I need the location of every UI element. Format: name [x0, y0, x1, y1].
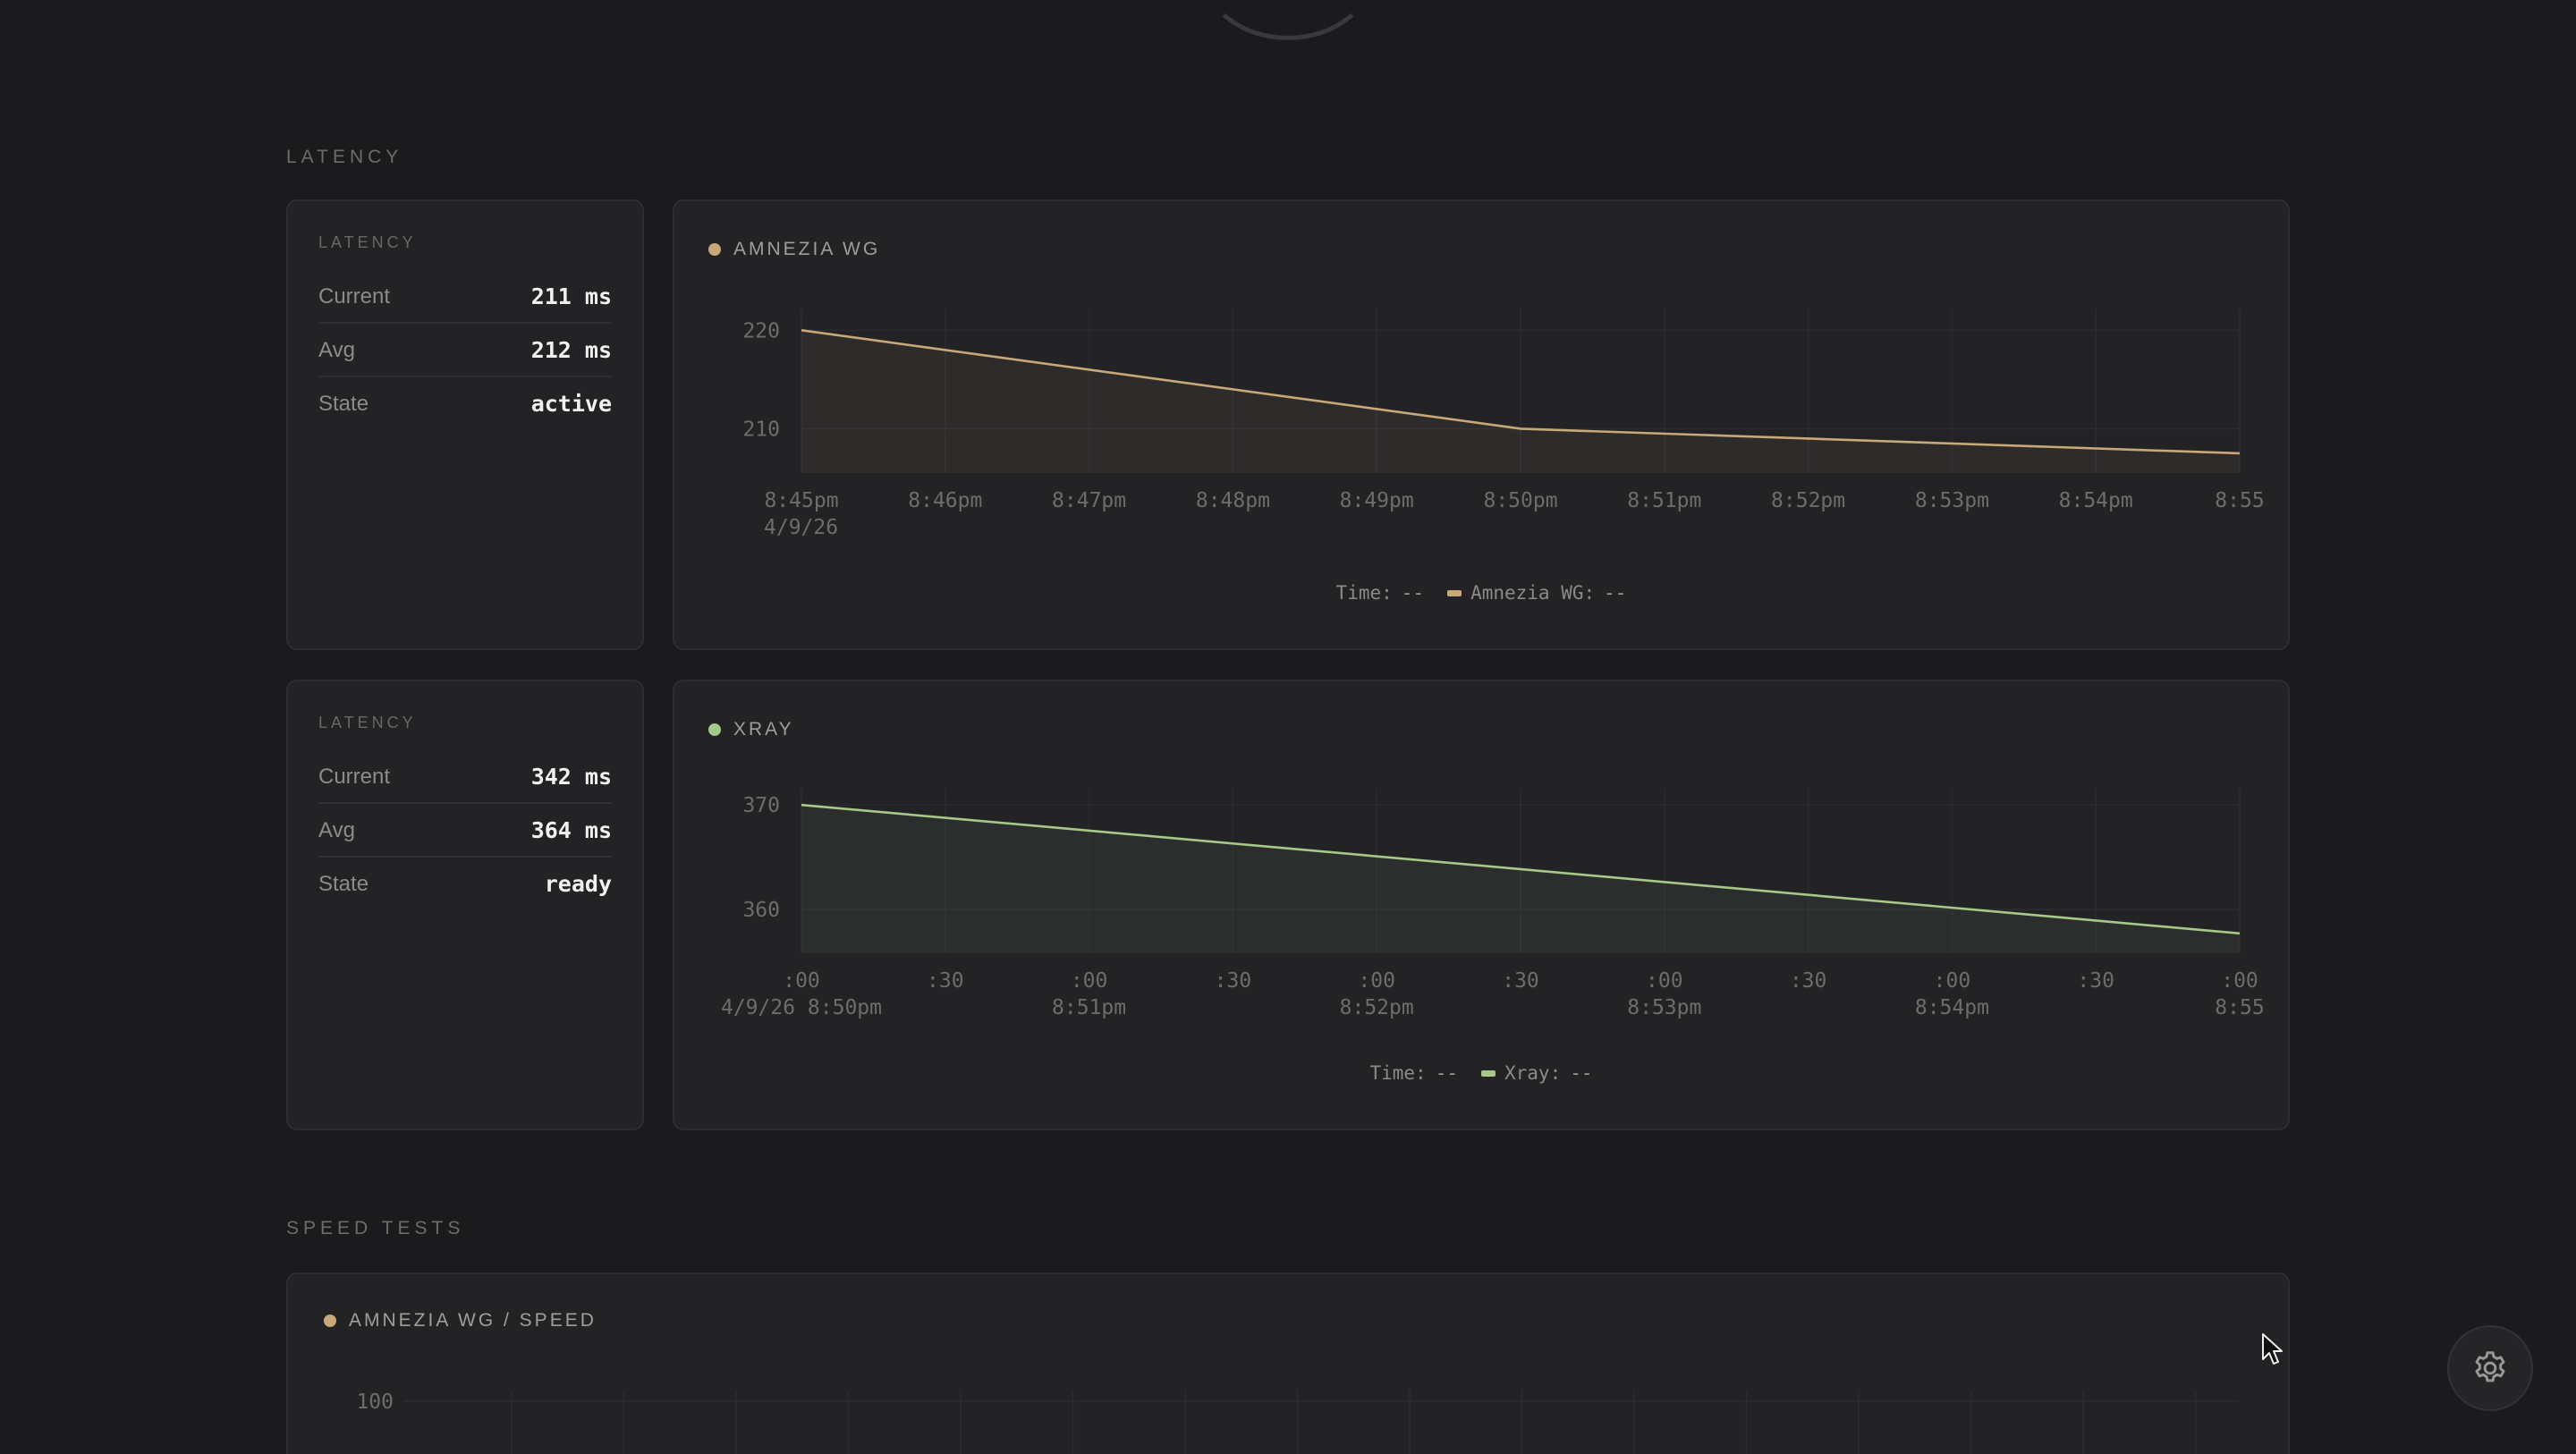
stat-row-current: Current 342 ms [318, 751, 612, 804]
x-tick-sublabel: 8:52pm [1340, 996, 1414, 1019]
x-tick-label: :30 [1790, 969, 1827, 993]
x-tick-label: :00 [1646, 969, 1683, 993]
x-tick-label: 8:50pm [1483, 489, 1557, 512]
stat-row-avg: Avg 364 ms [318, 805, 612, 858]
y-tick-label: 360 [742, 899, 780, 922]
x-tick-label: 8:49pm [1340, 489, 1414, 512]
series-dot-icon [708, 723, 721, 736]
x-tick-label: 8:54pm [2059, 489, 2133, 512]
stat-key: State [318, 391, 369, 416]
legend-time: Time: -- [1336, 582, 1425, 604]
speed-chart-card-amnezia: AMNEZIA WG / SPEED 100 [286, 1272, 2290, 1454]
x-tick-sublabel: 4/9/26 8:50pm [721, 996, 882, 1019]
x-tick-label: :00 [1934, 969, 1971, 993]
legend-series-value: -- [1604, 582, 1627, 604]
series-line [801, 803, 2241, 935]
stat-value: ready [544, 871, 612, 897]
x-tick-sublabel: 8:54pm [1915, 996, 1989, 1019]
latency-stats-card-xray: LATENCY Current 342 ms Avg 364 ms State … [286, 680, 644, 1130]
stat-value: 212 ms [530, 337, 612, 363]
legend-series-label: Xray: [1504, 1062, 1562, 1084]
stat-row-current: Current 211 ms [318, 271, 612, 324]
x-tick-label: 8:53pm [1915, 489, 1989, 512]
x-tick-sublabel: 8:53pm [1627, 996, 1701, 1019]
x-tick-label: :00 [1358, 969, 1395, 993]
cursor-icon [2262, 1333, 2283, 1365]
stat-row-avg: Avg 212 ms [318, 325, 612, 377]
speed-tests-section-label: SPEED TESTS [286, 1218, 465, 1238]
latency-stats-card-amnezia: LATENCY Current 211 ms Avg 212 ms State … [286, 199, 644, 650]
stats-title: LATENCY [318, 233, 417, 251]
legend-time-label: Time: [1335, 582, 1393, 604]
latency-section-label: LATENCY [286, 147, 403, 167]
x-tick-label: :30 [1215, 969, 1252, 993]
legend-time-label: Time: [1369, 1062, 1427, 1084]
latency-chart-amnezia[interactable]: 220 210 8:45pm 4/9/26 8:46pm 8:47pm 8:48pm 8:49… [674, 201, 2292, 652]
x-tick-sublabel: 8:55 [2215, 996, 2264, 1019]
x-tick-sublabel: 4/9/26 [764, 516, 838, 539]
legend-series-label: Amnezia WG: [1470, 582, 1596, 604]
stat-value: 342 ms [530, 764, 612, 790]
stat-value: active [530, 391, 612, 417]
series-line [801, 329, 2241, 455]
stat-value: 211 ms [530, 283, 612, 309]
series-dot-icon [324, 1315, 336, 1327]
x-tick-sublabel: 8:51pm [1052, 996, 1126, 1019]
x-tick-label: :00 [2221, 969, 2258, 993]
chart-header: AMNEZIA WG [708, 239, 880, 260]
stat-row-state: State ready [318, 858, 612, 910]
legend-swatch-icon [1447, 589, 1462, 596]
legend-series[interactable]: Xray: -- [1481, 1062, 1593, 1084]
latency-chart-card-amnezia: AMNEZIA WG 220 210 8:45pm 4/9/26 8:46pm 8:47p… [673, 199, 2290, 650]
legend-swatch-icon [1481, 1069, 1496, 1077]
chart-title: AMNEZIA WG [733, 239, 881, 259]
series-area [801, 330, 2240, 473]
stats-title: LATENCY [318, 714, 417, 731]
x-tick-label: :00 [783, 969, 820, 993]
x-tick-label: :30 [1502, 969, 1539, 993]
legend-time-value: -- [1435, 1062, 1458, 1084]
speed-chart-amnezia[interactable]: 100 [288, 1274, 2292, 1454]
series-dot-icon [708, 243, 721, 256]
y-tick-label: 210 [742, 418, 780, 441]
legend-series[interactable]: Amnezia WG: -- [1447, 582, 1626, 604]
x-tick-label: 8:46pm [908, 489, 982, 512]
chart-legend: Time: -- Amnezia WG: -- [674, 582, 2288, 604]
chart-title: XRAY [733, 719, 794, 740]
latency-chart-card-xray: XRAY 370 360 :00 4/9/26 8:50pm :30 :00 8:51pm:… [673, 680, 2290, 1130]
gear-icon [2475, 1351, 2505, 1382]
x-tick-label: :00 [1071, 969, 1108, 993]
chart-title: AMNEZIA WG / SPEED [349, 1310, 597, 1331]
legend-series-value: -- [1570, 1062, 1593, 1084]
chart-header: AMNEZIA WG / SPEED [324, 1310, 597, 1331]
x-tick-label: :30 [927, 969, 964, 993]
x-tick-label: 8:55 [2215, 489, 2264, 512]
latency-chart-xray[interactable]: 370 360 :00 4/9/26 8:50pm :30 :00 8:51pm :30 :00… [674, 681, 2292, 1132]
chart-legend: Time: -- Xray: -- [674, 1062, 2288, 1084]
stat-row-state: State active [318, 377, 612, 430]
stat-key: Current [318, 764, 391, 789]
series-area [801, 805, 2240, 953]
y-tick-label: 100 [356, 1391, 394, 1414]
x-tick-label: 8:47pm [1052, 489, 1126, 512]
y-tick-label: 220 [742, 319, 780, 342]
x-tick-label: 8:48pm [1196, 489, 1270, 512]
legend-time-value: -- [1401, 582, 1425, 604]
x-tick-label: 8:52pm [1771, 489, 1845, 512]
loading-spinner [1199, 0, 1377, 40]
stat-key: Current [318, 283, 391, 309]
stat-value: 364 ms [530, 817, 612, 843]
y-tick-label: 370 [742, 794, 780, 817]
x-tick-label: 8:51pm [1627, 489, 1701, 512]
legend-time: Time: -- [1369, 1062, 1458, 1084]
chart-header: XRAY [708, 719, 794, 740]
x-tick-label: :30 [2077, 969, 2114, 993]
stat-key: Avg [318, 337, 355, 362]
stat-key: State [318, 871, 369, 896]
stat-key: Avg [318, 817, 355, 842]
x-tick-label: 8:45pm [764, 489, 838, 512]
settings-button[interactable] [2447, 1325, 2533, 1411]
